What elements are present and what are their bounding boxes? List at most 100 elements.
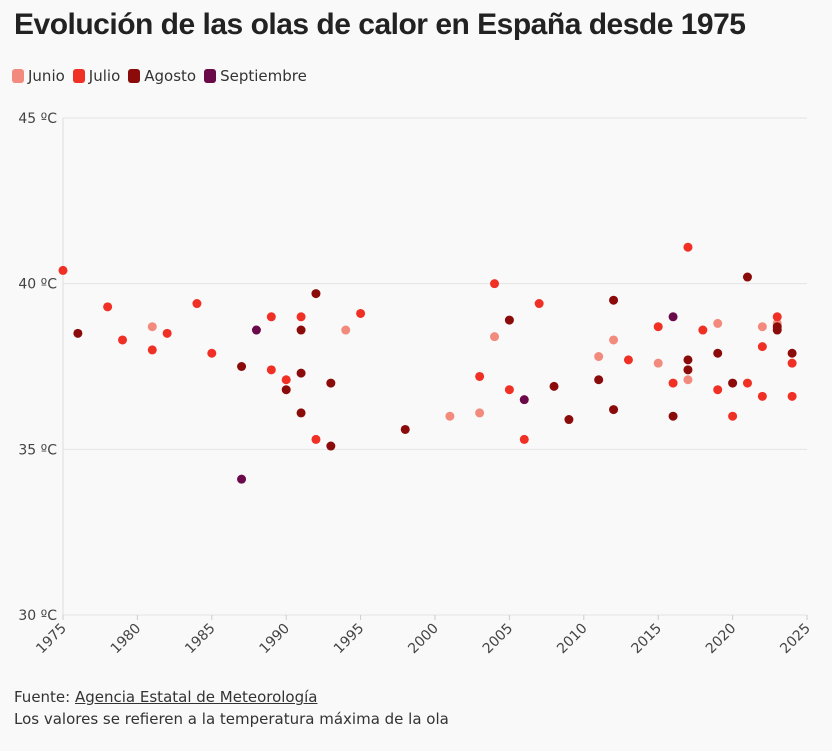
source-link[interactable]: Agencia Estatal de Meteorología (75, 688, 318, 706)
point (475, 408, 485, 418)
legend-swatch (72, 69, 85, 83)
legend-item: Julio (72, 67, 121, 85)
point (296, 408, 306, 418)
legend-swatch (128, 69, 141, 83)
point (772, 325, 782, 335)
point (683, 365, 693, 375)
point (787, 348, 797, 358)
point (519, 434, 529, 444)
point (356, 308, 366, 318)
point (683, 355, 693, 365)
chart: 30 ºC 35 ºC 40 ºC 45 ºC 1975 1980 1985 1990 1995… (18, 111, 814, 658)
point (296, 312, 306, 322)
point (757, 322, 767, 332)
point (609, 405, 619, 415)
y-tick-label: 40 ºC (18, 277, 57, 293)
point (192, 299, 202, 309)
point (728, 411, 738, 421)
point (713, 348, 723, 358)
legend-swatch (12, 69, 24, 83)
point (519, 395, 529, 405)
point (549, 381, 559, 391)
point (341, 325, 351, 335)
point (281, 375, 291, 385)
point (504, 315, 514, 325)
point (713, 318, 723, 328)
point (162, 328, 172, 338)
point (728, 378, 738, 388)
point (296, 325, 306, 335)
point (490, 279, 500, 289)
point (594, 375, 604, 385)
x-tick-label: 1990 (257, 621, 294, 658)
point (147, 322, 157, 332)
legend-item: Agosto (128, 67, 196, 85)
point (490, 332, 500, 342)
point (742, 378, 752, 388)
point (609, 335, 619, 345)
point (757, 391, 767, 401)
point (742, 272, 752, 282)
point (787, 358, 797, 368)
point (73, 328, 83, 338)
y-tick-label: 45 ºC (18, 111, 57, 127)
y-tick-label: 30 ºC (18, 608, 57, 624)
point (103, 302, 113, 312)
point (713, 385, 723, 395)
legend-item: Septiembre (204, 67, 307, 85)
point (281, 385, 291, 395)
point (326, 441, 336, 451)
point (207, 348, 217, 358)
legend-label: Junio (28, 67, 65, 85)
point (623, 355, 633, 365)
point (266, 312, 276, 322)
point (594, 352, 604, 362)
point (475, 371, 485, 381)
point (118, 335, 128, 345)
point (311, 289, 321, 299)
point (668, 378, 678, 388)
x-tick-label: 2025 (777, 621, 814, 658)
point (653, 358, 663, 368)
point (653, 322, 663, 332)
point (683, 242, 693, 252)
point (668, 411, 678, 421)
legend-label: Julio (88, 67, 121, 85)
point (266, 365, 276, 375)
point (668, 312, 678, 322)
legend: Junio Julio Agosto Septiembre (12, 67, 307, 85)
point (326, 378, 336, 388)
point (609, 295, 619, 305)
x-tick-label: 2000 (405, 621, 442, 658)
point (772, 312, 782, 322)
point (400, 424, 410, 434)
chart-title: Evolución de las olas de calor en España… (14, 8, 746, 41)
point (58, 265, 68, 275)
point (504, 385, 514, 395)
point (237, 474, 247, 484)
point (564, 415, 574, 425)
point (251, 325, 261, 335)
footer: Fuente: Agencia Estatal de Meteorología … (14, 686, 449, 730)
legend-label: Septiembre (220, 67, 307, 85)
y-tick-label: 35 ºC (18, 442, 57, 458)
x-tick-label: 2005 (480, 621, 517, 658)
point (311, 434, 321, 444)
point (757, 342, 767, 352)
point (698, 325, 708, 335)
note: Los valores se refieren a la temperatura… (14, 710, 449, 728)
point (534, 299, 544, 309)
x-tick-label: 1985 (182, 621, 219, 658)
source-label: Fuente: (14, 688, 71, 706)
point (147, 345, 157, 355)
legend-label: Agosto (144, 67, 197, 85)
source: Fuente: Agencia Estatal de Meteorología (14, 686, 449, 708)
legend-swatch (204, 69, 217, 83)
x-tick-label: 2020 (703, 621, 740, 658)
legend-item: Junio (12, 67, 65, 85)
point (445, 411, 455, 421)
x-tick-label: 1995 (331, 621, 368, 658)
x-tick-label: 2010 (554, 621, 591, 658)
x-tick-label: 1980 (108, 621, 145, 658)
